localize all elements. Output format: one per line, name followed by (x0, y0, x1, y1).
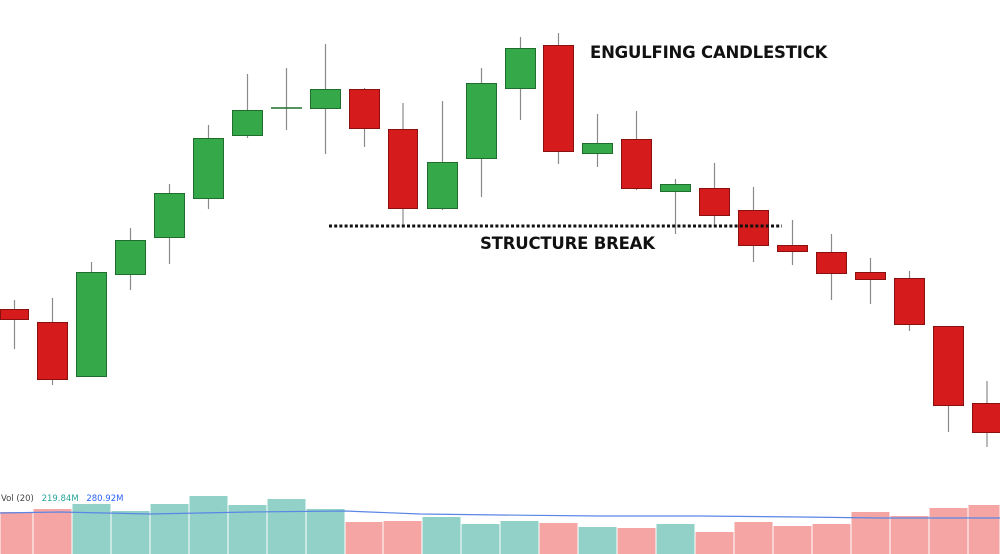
structure-break-label: STRUCTURE BREAK (480, 234, 655, 253)
volume-bar (734, 522, 773, 554)
volume-bar (461, 524, 500, 554)
candle-body (37, 322, 68, 380)
candle-body (193, 138, 224, 199)
candle-body (427, 162, 458, 209)
volume-legend-value: 219.84M (41, 494, 79, 504)
structure-break-line (329, 224, 782, 232)
candle (505, 37, 536, 120)
candle-body (816, 252, 847, 274)
candle-body (0, 309, 29, 320)
volume-bar (890, 516, 929, 554)
candle-body (115, 240, 146, 275)
volume-bar (539, 523, 578, 554)
volume-bar (111, 511, 150, 554)
candle-body (388, 129, 418, 209)
candle (37, 298, 68, 385)
candle-body (894, 278, 925, 325)
volume-bar (773, 526, 812, 554)
volume-bar (929, 508, 968, 554)
candle-body (855, 272, 886, 280)
candle (738, 187, 769, 262)
volume-bar (812, 524, 851, 554)
candle (933, 326, 964, 432)
candle (310, 44, 341, 154)
candle (699, 163, 730, 225)
candle-body (349, 89, 380, 129)
volume-bar (578, 527, 617, 554)
volume-bar (345, 522, 383, 554)
volume-bar (383, 521, 422, 554)
candle-body (777, 245, 808, 252)
candle-body (543, 45, 574, 152)
volume-bar (306, 509, 345, 554)
candle (271, 68, 302, 130)
volume-bar (189, 496, 228, 554)
volume-bar (617, 528, 656, 554)
volume-legend: Vol (20) 219.84M 280.92M (1, 494, 128, 504)
candle (388, 103, 418, 225)
candle (660, 179, 691, 234)
candles (0, 33, 1000, 447)
volume-bar (968, 505, 1000, 554)
candle (0, 300, 29, 349)
candle-body (699, 188, 730, 216)
candle (193, 125, 224, 209)
volume-bar (695, 532, 734, 554)
volume-bar (0, 512, 33, 554)
engulfing-candlestick-label: ENGULFING CANDLESTICK (590, 43, 828, 62)
candle-body (582, 143, 613, 154)
volume-bar (72, 504, 111, 554)
candle (427, 101, 458, 210)
volume-legend-label: Vol (20) (1, 494, 34, 504)
candle (115, 228, 146, 290)
volume-bar (267, 499, 306, 554)
volume-bars (0, 496, 1000, 554)
candle (154, 184, 185, 264)
candle (543, 33, 574, 164)
candle-body (466, 83, 497, 159)
candle (855, 258, 886, 304)
candle-body (660, 184, 691, 192)
candle-body (621, 139, 652, 189)
volume-bar (228, 505, 267, 554)
candle (349, 88, 380, 147)
candle-body (972, 403, 1000, 433)
volume-bar (422, 517, 461, 554)
candle (232, 74, 263, 138)
candle (582, 114, 613, 167)
candle (76, 262, 107, 377)
volume-bar (851, 512, 890, 554)
candle (972, 381, 1000, 447)
volume-bar (656, 524, 695, 554)
volume-bar (33, 509, 72, 554)
candle-body (232, 110, 263, 136)
volume-ma-legend-value: 280.92M (86, 494, 124, 504)
candle (621, 111, 652, 190)
candle-body (310, 89, 341, 109)
volume-bar (500, 521, 539, 554)
volume-bar (150, 504, 189, 554)
candle (777, 220, 808, 265)
candle-body (505, 48, 536, 89)
candle-body (76, 272, 107, 377)
candle-body (933, 326, 964, 406)
volume-moving-average-line (0, 510, 1000, 519)
candle (816, 234, 847, 300)
candle (466, 68, 497, 197)
candle-body (154, 193, 185, 238)
candle (894, 271, 925, 331)
